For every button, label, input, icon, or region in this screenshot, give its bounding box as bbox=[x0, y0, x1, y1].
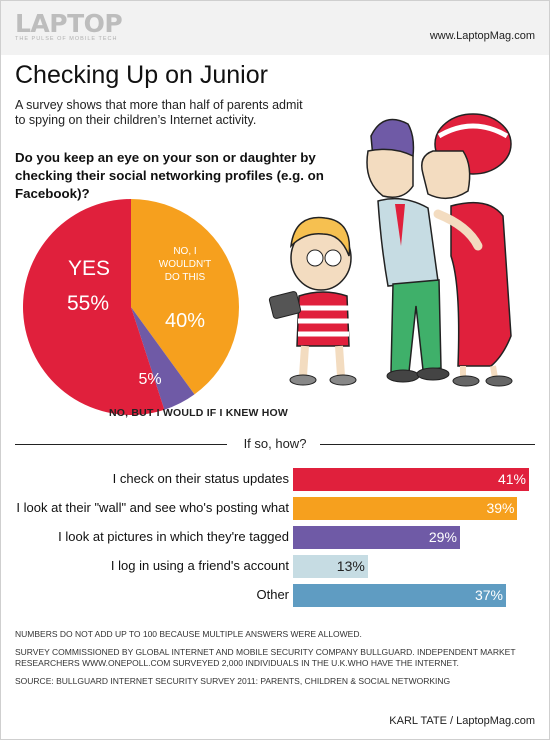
bar-section-header: If so, how? bbox=[15, 429, 535, 459]
pie-slice-yes bbox=[23, 199, 165, 415]
divider-right bbox=[320, 444, 535, 445]
father-figure bbox=[366, 118, 450, 383]
bar-section-title: If so, how? bbox=[243, 436, 307, 451]
pie-label-maybe: NO, BUT I WOULD IF I KNEW HOW bbox=[109, 407, 289, 419]
bar-label-pictures: I look at pictures in which they're tagg… bbox=[58, 529, 289, 544]
bar-value-other: 37% bbox=[474, 587, 503, 603]
logo-wordmark: LAPTOP bbox=[15, 9, 123, 38]
footnotes: Numbers do not add up to 100 because mul… bbox=[15, 629, 535, 694]
laptop-logo: LAPTOP THE PULSE OF MOBILE TECH bbox=[15, 9, 123, 43]
header-band: LAPTOP THE PULSE OF MOBILE TECH www.Lapt… bbox=[1, 1, 549, 55]
bar-value-pictures: 29% bbox=[428, 529, 457, 545]
bar-row-other: Other 37% bbox=[1, 583, 549, 609]
bar-row-wall: I look at their "wall" and see who's pos… bbox=[1, 496, 549, 522]
footnote-methodology: Survey commissioned by Global Internet a… bbox=[15, 647, 516, 668]
footnote-source: Source: BullGuard Internet Security Surv… bbox=[15, 676, 451, 686]
bar-label-other: Other bbox=[256, 587, 289, 602]
page-title: Checking Up on Junior bbox=[15, 61, 268, 89]
bar-row-status-updates: I check on their status updates 41% bbox=[1, 467, 549, 493]
bar-pictures: 29% bbox=[293, 526, 460, 549]
bar-value-wall: 39% bbox=[486, 500, 515, 516]
pie-value-no: 40% bbox=[164, 310, 206, 332]
bar-row-friends-account: I log in using a friend's account 13% bbox=[1, 554, 549, 580]
bar-wall: 39% bbox=[293, 497, 518, 520]
footnote-multiple-answers: Numbers do not add up to 100 because mul… bbox=[15, 629, 362, 639]
page-subtitle: A survey shows that more than half of pa… bbox=[15, 98, 303, 127]
bar-label-wall: I look at their "wall" and see who's pos… bbox=[16, 500, 289, 515]
mother-figure bbox=[421, 113, 513, 387]
logo-tagline: THE PULSE OF MOBILE TECH bbox=[15, 36, 118, 42]
bar-value-status-updates: 41% bbox=[497, 471, 526, 487]
bar-status-updates: 41% bbox=[293, 468, 529, 491]
pie-slice-maybe bbox=[131, 307, 195, 410]
credit-line: KARL TATE / LaptopMag.com bbox=[389, 715, 535, 727]
pie-value-maybe: 5% bbox=[138, 371, 162, 388]
bar-friends-account: 13% bbox=[293, 555, 368, 578]
bar-row-pictures: I look at pictures in which they're tagg… bbox=[1, 525, 549, 551]
survey-question: Do you keep an eye on your son or daught… bbox=[15, 150, 324, 201]
bar-label-friends-account: I log in using a friend's account bbox=[110, 558, 289, 573]
pie-label-no: NO, I WOULDN'T DO THIS bbox=[158, 246, 212, 283]
pie-chart: YES 55% NO, I WOULDN'T DO THIS 40% 5% bbox=[21, 197, 241, 417]
divider-left bbox=[15, 444, 227, 445]
bar-value-friends-account: 13% bbox=[336, 558, 365, 574]
pie-value-yes: 55% bbox=[66, 292, 110, 315]
bar-other: 37% bbox=[293, 584, 506, 607]
pie-chart-svg bbox=[23, 199, 240, 415]
pie-slice-no bbox=[131, 199, 240, 395]
family-illustration bbox=[268, 113, 513, 387]
site-url: www.LaptopMag.com bbox=[429, 30, 535, 42]
bar-label-status-updates: I check on their status updates bbox=[112, 471, 289, 486]
child-figure bbox=[268, 216, 357, 386]
pie-label-yes: YES bbox=[67, 257, 111, 280]
